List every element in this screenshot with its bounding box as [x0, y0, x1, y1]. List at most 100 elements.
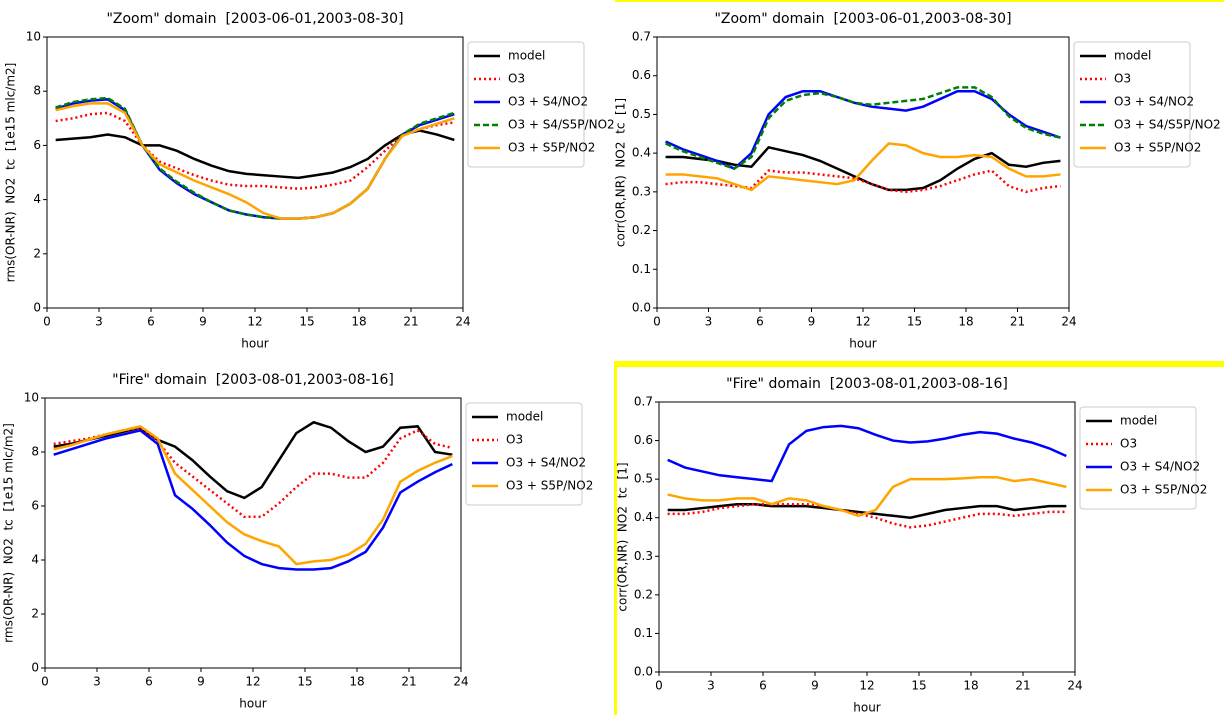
x-tick-label: 21 — [1015, 679, 1030, 693]
x-tick-label: 3 — [93, 675, 101, 689]
x-tick-label: 15 — [297, 675, 312, 689]
x-tick-label: 0 — [655, 679, 663, 693]
chart-title: "Fire" domain [2003-08-01,2003-08-16] — [726, 376, 1008, 392]
y-tick-label: 0.0 — [632, 301, 651, 315]
legend-box — [465, 402, 583, 506]
series-line — [55, 111, 455, 191]
x-tick-label: 15 — [911, 679, 926, 693]
series-line — [665, 142, 1061, 192]
y-tick-label: 4 — [31, 553, 39, 567]
y-axis-label: corr(OR,NR) NO2 tc [1] — [614, 98, 628, 247]
x-tick-label: 12 — [245, 675, 260, 689]
legend-label: model — [506, 410, 543, 424]
y-axis-label: rms(OR-NR) NO2 tc [1e15 mlc/m2] — [4, 63, 18, 283]
y-tick-label: 8 — [33, 84, 41, 98]
legend-label: O3 + S5P/NO2 — [1120, 483, 1207, 497]
y-tick-label: 6 — [33, 138, 41, 152]
chart-title: "Zoom" domain [2003-06-01,2003-08-30] — [714, 11, 1011, 27]
x-tick-label: 21 — [401, 675, 416, 689]
plot-frame — [658, 401, 1076, 673]
legend-label: O3 — [508, 72, 525, 86]
x-tick-label: 9 — [197, 675, 205, 689]
legend-label: O3 + S4/NO2 — [506, 456, 586, 470]
y-tick-label: 0.6 — [632, 68, 651, 82]
legend-label: model — [1120, 414, 1157, 428]
x-tick-label: 12 — [859, 679, 874, 693]
x-tick-label: 9 — [808, 315, 816, 329]
plot-frame — [656, 36, 1070, 309]
x-tick-label: 15 — [907, 315, 922, 329]
y-tick-label: 0 — [33, 301, 41, 315]
x-tick-label: 0 — [43, 315, 51, 329]
plot-frame — [44, 397, 462, 669]
series-line — [665, 89, 1061, 171]
y-tick-label: 0.5 — [634, 472, 653, 486]
x-tick-label: 24 — [453, 675, 468, 689]
y-tick-label: 10 — [24, 391, 39, 405]
highlight-left — [614, 361, 617, 715]
x-axis-label: hour — [239, 697, 267, 711]
legend-label: O3 — [1114, 72, 1131, 86]
x-tick-label: 21 — [403, 315, 418, 329]
x-tick-label: 18 — [349, 675, 364, 689]
y-tick-label: 8 — [31, 445, 39, 459]
series-line — [53, 425, 453, 566]
series-line — [667, 502, 1067, 529]
x-tick-label: 3 — [707, 679, 715, 693]
chart-title: "Zoom" domain [2003-06-01,2003-08-30] — [106, 11, 403, 27]
y-tick-label: 0.7 — [632, 30, 651, 44]
series-line — [665, 145, 1061, 192]
y-axis-label: corr(OR,NR) NO2 tc [1] — [616, 462, 630, 611]
y-tick-label: 0.4 — [634, 510, 653, 524]
x-tick-label: 18 — [963, 679, 978, 693]
series-line — [53, 420, 453, 500]
y-tick-label: 0.1 — [632, 262, 651, 276]
x-tick-label: 12 — [247, 315, 262, 329]
y-tick-label: 2 — [33, 246, 41, 260]
x-tick-label: 3 — [705, 315, 713, 329]
legend-box — [1079, 406, 1197, 510]
y-tick-label: 10 — [26, 30, 41, 44]
legend-label: O3 + S4/NO2 — [1114, 95, 1194, 109]
x-tick-label: 6 — [756, 315, 764, 329]
x-tick-label: 9 — [199, 315, 207, 329]
legend-label: O3 + S5P/NO2 — [508, 141, 595, 155]
legend-label: O3 + S4/S5P/NO2 — [508, 118, 615, 132]
x-tick-label: 6 — [145, 675, 153, 689]
x-tick-label: 0 — [653, 315, 661, 329]
x-tick-label: 18 — [351, 315, 366, 329]
legend-box — [1073, 41, 1191, 168]
highlight-middle — [615, 361, 1224, 367]
x-axis-label: hour — [849, 337, 877, 351]
legend-label: O3 + S5P/NO2 — [506, 479, 593, 493]
legend-label: O3 + S5P/NO2 — [1114, 141, 1201, 155]
y-tick-label: 0.2 — [634, 587, 653, 601]
series-line — [665, 86, 1061, 171]
y-tick-label: 0.7 — [634, 395, 653, 409]
x-axis-label: hour — [853, 701, 881, 715]
highlight-top — [615, 0, 1224, 2]
legend-label: O3 — [506, 433, 523, 447]
x-tick-label: 24 — [1061, 315, 1076, 329]
legend-label: O3 — [1120, 437, 1137, 451]
x-tick-label: 24 — [455, 315, 470, 329]
series-line — [53, 426, 453, 519]
series-line — [55, 129, 455, 180]
series-line — [55, 102, 455, 220]
legend-label: O3 + S4/NO2 — [1120, 460, 1200, 474]
y-axis-label: rms(OR-NR) NO2 tc [1e15 mlc/m2] — [2, 423, 16, 643]
series-line — [667, 475, 1067, 518]
series-line — [667, 424, 1067, 483]
x-tick-label: 6 — [759, 679, 767, 693]
y-tick-label: 0.1 — [634, 626, 653, 640]
y-tick-label: 0.5 — [632, 107, 651, 121]
y-tick-label: 2 — [31, 607, 39, 621]
legend-box — [467, 41, 585, 168]
x-tick-label: 15 — [299, 315, 314, 329]
x-axis-label: hour — [241, 337, 269, 351]
x-tick-label: 12 — [855, 315, 870, 329]
y-tick-label: 0 — [31, 661, 39, 675]
plot-frame — [46, 36, 464, 309]
y-tick-label: 0.3 — [632, 184, 651, 198]
